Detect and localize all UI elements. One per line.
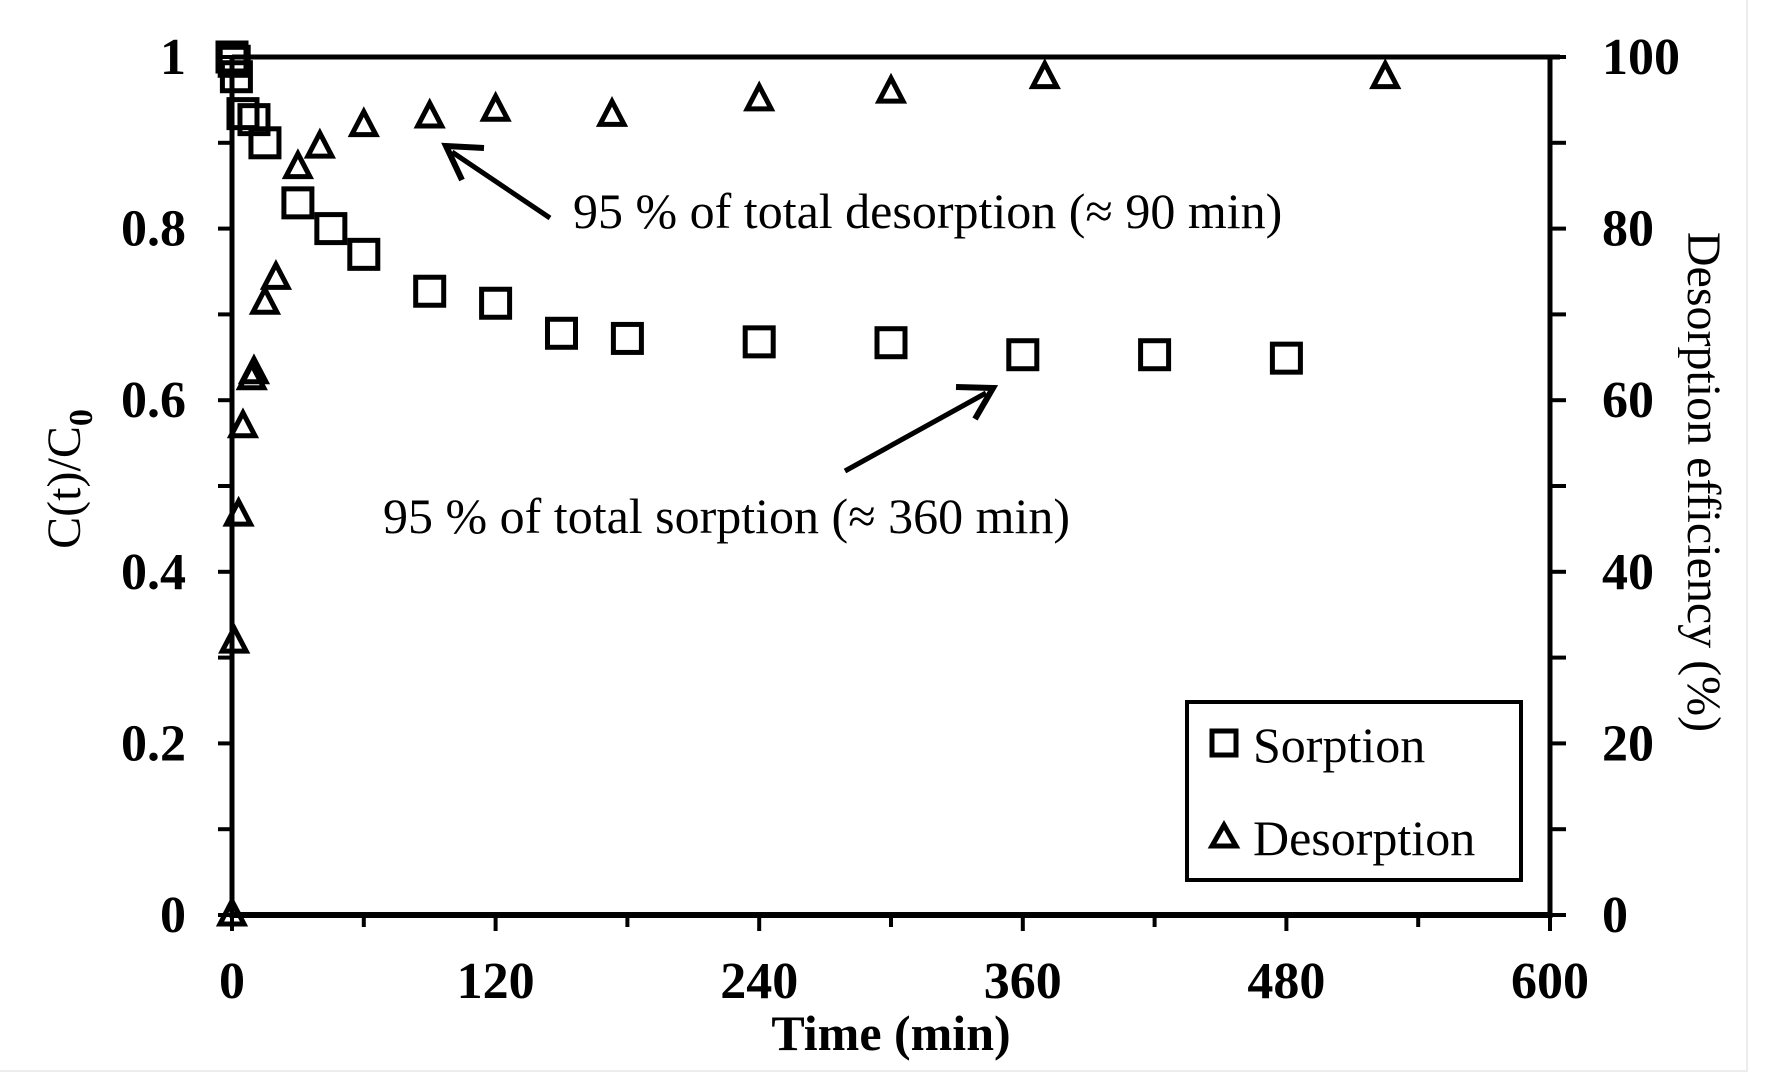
y-tick-label: 0 (160, 887, 186, 944)
desorption-point (248, 283, 282, 315)
legend-item-desorption: Desorption (1207, 810, 1475, 866)
svg-text:C(t)/C0: C(t)/C0 (38, 409, 100, 549)
legend-label-desorption: Desorption (1253, 810, 1475, 866)
annotation-desorption-text: 95 % of total desorption (≈ 90 min) (573, 183, 1282, 239)
legend: Sorption Desorption (1185, 700, 1523, 882)
desorption-point (413, 97, 446, 129)
sorption-point (545, 316, 578, 350)
triangle-marker-icon (1207, 819, 1241, 849)
x-tick-label: 0 (219, 953, 245, 1010)
figure-frame (0, 0, 1748, 1072)
desorption-point (595, 95, 629, 127)
desorption-point (479, 90, 512, 122)
desorption-point (1028, 58, 1061, 90)
sorption-point (479, 286, 513, 320)
sorption-point (237, 103, 271, 137)
sorption-point (1006, 338, 1040, 372)
y2-tick-label: 100 (1602, 29, 1680, 86)
axes: 0 120 240 360 480 60000.20.40.60.810204060801… (121, 29, 1680, 1010)
y-tick-label: 0.6 (121, 372, 186, 429)
sorption-point (413, 274, 447, 308)
x-tick-label: 480 (1247, 953, 1325, 1010)
sorption-point (248, 126, 282, 160)
y2-tick-label: 60 (1602, 372, 1654, 429)
desorption-point (347, 106, 380, 138)
desorption-point (874, 72, 908, 104)
axis-tick-labels: 0 120 240 360 480 60000.20.40.60.810204060801… (121, 29, 1680, 1010)
sorption-point (1269, 341, 1303, 375)
desorption-point (1369, 58, 1402, 90)
annotation-desorption: 95 % of total desorption (≈ 90 min) (441, 142, 1282, 239)
sorption-point (226, 97, 260, 131)
sorption-point (219, 60, 253, 94)
y-tick-label: 0.8 (121, 201, 186, 258)
arrow-desorption-shaft (450, 149, 552, 221)
y-tick-label: 0.2 (121, 715, 186, 772)
sorption-point (281, 186, 315, 220)
desorption-point (281, 148, 315, 180)
arrow-sorption-shaft (843, 390, 988, 474)
x-tick-label: 120 (457, 953, 535, 1010)
y2-tick-label: 40 (1602, 544, 1654, 601)
desorption-point (303, 127, 336, 159)
legend-label-sorption: Sorption (1253, 717, 1425, 773)
sorption-point (347, 237, 381, 271)
desorption-point (259, 258, 293, 290)
annotation-sorption-text: 95 % of total sorption (≈ 360 min) (383, 488, 1070, 544)
square-marker-icon (1209, 728, 1239, 758)
y-tick-label: 1 (160, 29, 186, 86)
desorption-point (226, 407, 260, 439)
data-points (215, 40, 1402, 927)
y2-tick-label: 80 (1602, 201, 1654, 258)
desorption-point (237, 353, 271, 385)
sorption-point (314, 212, 348, 246)
y-axis-title-main: C(t)/C (38, 426, 91, 549)
desorption-point (743, 80, 776, 112)
y2-axis-title: Desorption efficiency (%) (1677, 232, 1730, 732)
x-tick-label: 240 (720, 953, 798, 1010)
axis-ticks (218, 55, 1566, 931)
svg-text:Desorption efficiency (%): Desorption efficiency (%) (1677, 232, 1730, 732)
x-tick-label: 600 (1511, 953, 1589, 1010)
arrow-desorption-head (441, 142, 485, 182)
sorption-point (874, 326, 908, 360)
y-axis-title-subscript: 0 (63, 409, 100, 426)
y2-tick-label: 20 (1602, 715, 1654, 772)
y-tick-label: 0.4 (121, 544, 186, 601)
legend-box (1185, 700, 1523, 882)
x-tick-label: 360 (984, 953, 1062, 1010)
sorption-point (610, 321, 644, 355)
annotation-sorption: 95 % of total sorption (≈ 360 min) (383, 384, 1070, 544)
sorption-point (742, 325, 776, 359)
y-axis-title: C(t)/C0 (38, 409, 100, 549)
legend-item-sorption: Sorption (1209, 717, 1425, 773)
arrow-sorption-head (955, 384, 999, 421)
sorption-point (1138, 338, 1172, 372)
y2-tick-label: 0 (1602, 887, 1628, 944)
x-axis-title: Time (min) (771, 1005, 1010, 1061)
